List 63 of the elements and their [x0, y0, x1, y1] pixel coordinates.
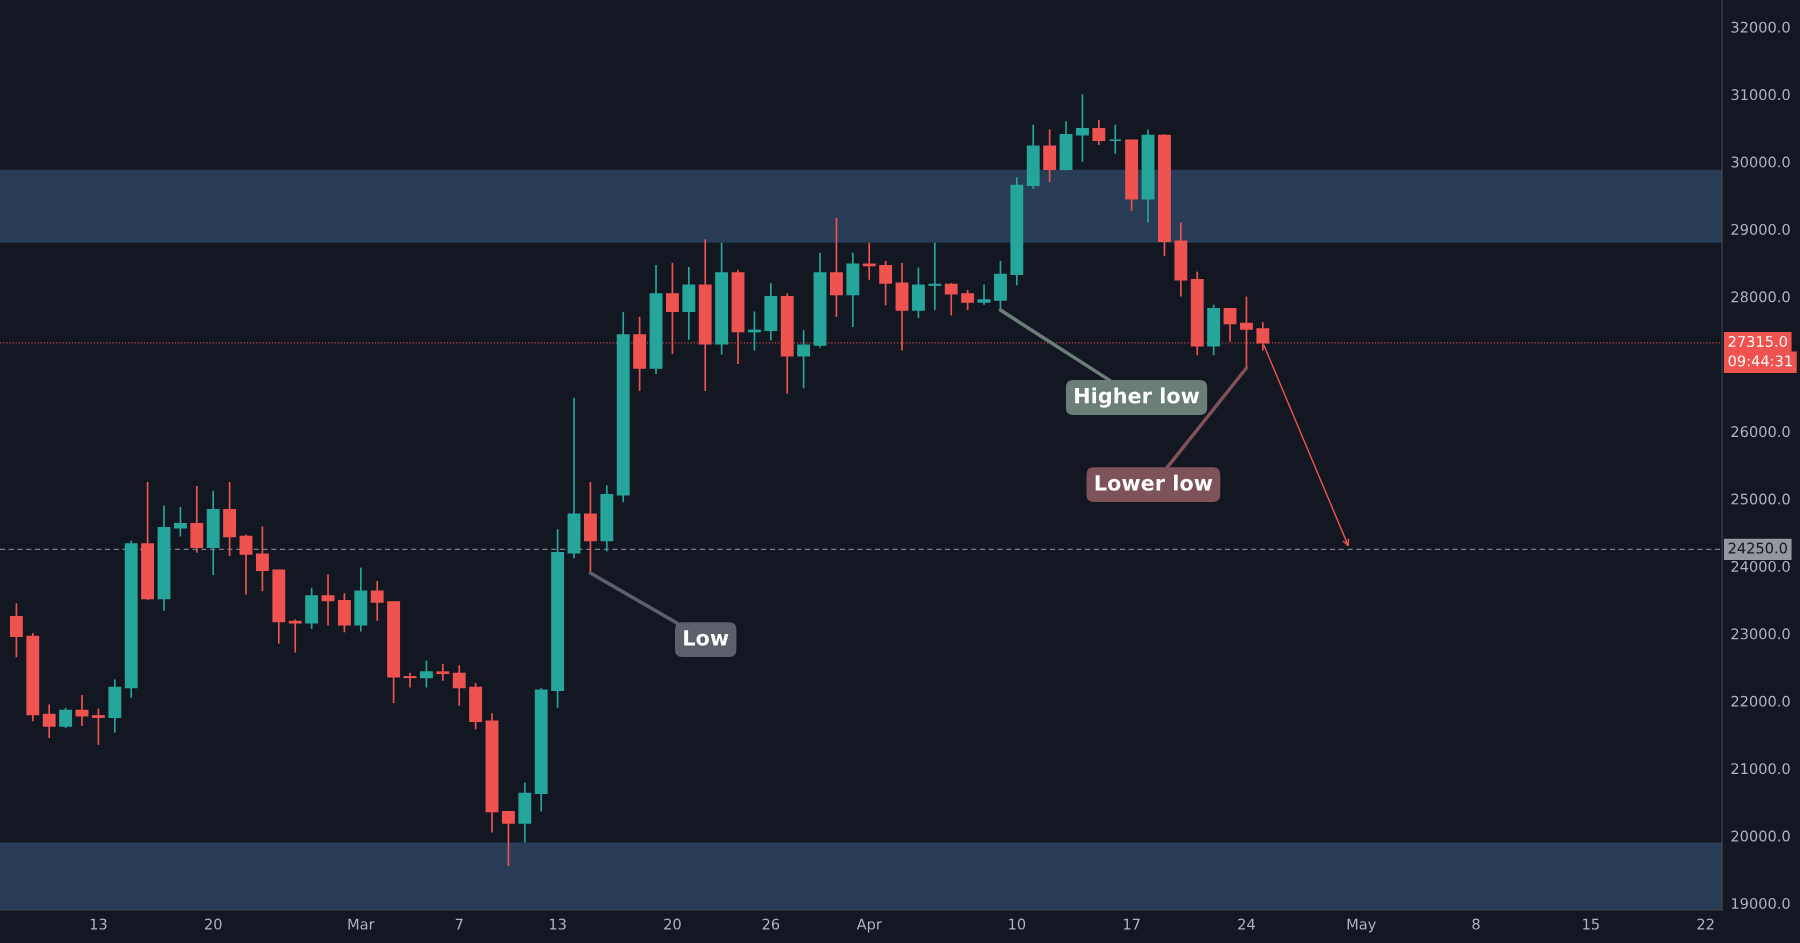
candlestick	[239, 533, 253, 596]
candlestick	[452, 664, 466, 707]
candlestick	[75, 694, 89, 727]
annotation: Higher low	[1075, 387, 1200, 408]
candlestick	[1092, 119, 1106, 146]
y-tick-label: 22000.0	[1731, 695, 1790, 707]
x-tick-label: 17	[1123, 918, 1140, 930]
candlestick	[436, 663, 450, 682]
y-tick-label: 29000.0	[1731, 223, 1790, 235]
x-tick-label: 20	[205, 918, 222, 930]
candlestick	[173, 506, 187, 538]
x-tick-label: 13	[549, 918, 566, 930]
x-tick-label: 24	[1238, 918, 1255, 930]
text: 09:44:31	[1728, 355, 1792, 367]
candlestick	[829, 216, 843, 318]
y-tick-label: 23000.0	[1731, 628, 1790, 640]
x-tick-label: 7	[455, 918, 463, 930]
candlestick	[879, 260, 893, 307]
candlestick	[42, 703, 56, 739]
x-tick-label: May	[1347, 918, 1376, 933]
x-tick-label: 15	[1583, 918, 1599, 930]
x-tick-label: 13	[90, 918, 107, 930]
candlestick	[977, 283, 991, 306]
candlestick	[1043, 128, 1057, 183]
candlestick	[944, 282, 958, 317]
y-tick-label: 20000.0	[1731, 830, 1790, 842]
x-tick-label: 22	[1697, 918, 1714, 930]
annotation: Low	[684, 630, 729, 646]
y-tick-label: 30000.0	[1731, 156, 1790, 168]
candlestick	[501, 810, 515, 868]
ref-line-label: 27315.0	[1728, 335, 1787, 347]
candlestick	[797, 329, 811, 390]
x-tick-label: 20	[664, 918, 681, 930]
y-tick-label: 24000.0	[1731, 560, 1790, 572]
candlestick	[1076, 93, 1089, 163]
y-tick-label: 21000.0	[1731, 763, 1790, 775]
y-tick-label: 31000.0	[1731, 89, 1790, 101]
candlestick	[91, 707, 105, 746]
x-tick-label: 26	[762, 918, 780, 930]
candlestick	[961, 289, 975, 311]
x-tick-label: 10	[1009, 918, 1026, 930]
candlestick	[419, 659, 433, 689]
y-tick-label: 25000.0	[1731, 493, 1790, 505]
candlestick	[928, 241, 942, 311]
candlestick	[255, 525, 269, 592]
candlestick	[288, 618, 302, 654]
candlestick	[321, 573, 335, 627]
candlestick	[1223, 307, 1237, 343]
candlestick	[9, 602, 23, 659]
candlestick	[59, 706, 73, 729]
x-tick-label: 8	[1472, 918, 1480, 930]
candlestick	[403, 671, 417, 689]
x-tick-label: Mar	[348, 918, 375, 930]
y-tick-label: 26000.0	[1731, 426, 1790, 438]
annotation: Lower low	[1095, 474, 1213, 491]
y-tick-label: 28000.0	[1731, 291, 1790, 303]
candlestick	[370, 580, 384, 622]
candlestick	[1108, 123, 1122, 155]
y-tick-label: 32000.0	[1731, 21, 1790, 33]
ref-line-label: 24250.0	[1728, 542, 1787, 554]
y-tick-label: 19000.0	[1732, 897, 1790, 909]
x-tick-label: Apr	[856, 918, 882, 933]
candlestick	[190, 485, 204, 554]
